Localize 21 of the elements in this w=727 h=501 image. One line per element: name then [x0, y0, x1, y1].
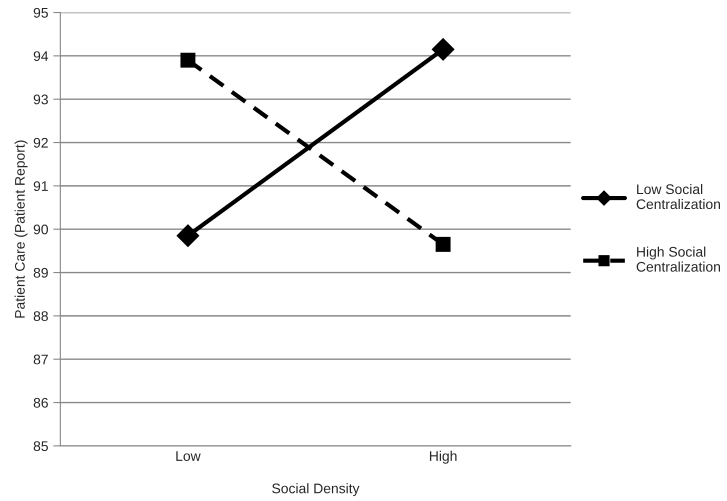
- y-tick-label: 94: [34, 51, 48, 62]
- y-tick-label: 85: [34, 441, 48, 452]
- legend-label: High Social Centralization: [636, 246, 720, 272]
- y-tick-label: 86: [34, 398, 48, 408]
- x-tick-label: Low: [176, 451, 201, 461]
- y-tick-label: 91: [34, 181, 48, 192]
- y-tick-label: 92: [34, 138, 48, 148]
- x-axis-title: Social Density: [272, 483, 360, 496]
- y-tick-label: 95: [34, 8, 48, 18]
- y-tick-label: 88: [34, 311, 48, 322]
- point: [176, 224, 200, 248]
- point: [180, 52, 196, 68]
- y-tick-label: 90: [34, 224, 48, 234]
- y-axis-title: Patient Care (Patient Report): [14, 140, 28, 318]
- y-tick-label: 89: [34, 268, 48, 278]
- point: [436, 236, 451, 252]
- y-tick-label: 87: [34, 354, 48, 364]
- x-tick-label: High: [430, 450, 456, 464]
- y-tick-label: 93: [34, 94, 48, 104]
- point: [432, 38, 454, 61]
- legend-label: Low Social Centralization: [636, 184, 720, 210]
